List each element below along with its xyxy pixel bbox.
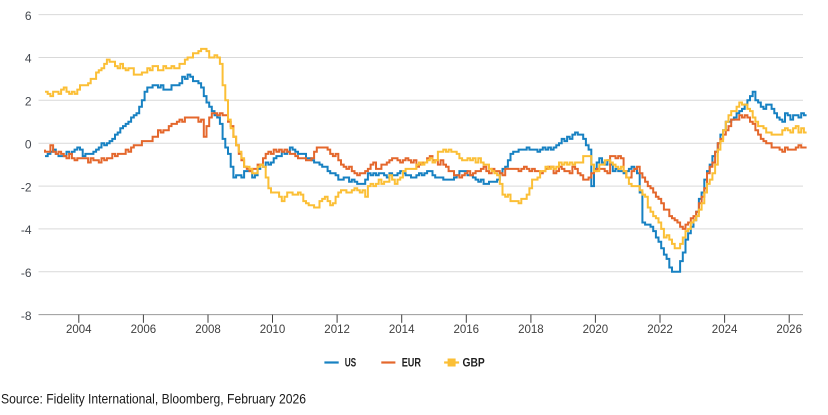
svg-text:Source: Fidelity International: Source: Fidelity International, Bloomber…: [1, 391, 306, 407]
svg-text:2020: 2020: [583, 324, 609, 336]
svg-text:-4: -4: [21, 223, 32, 237]
svg-text:EUR: EUR: [402, 355, 422, 369]
svg-text:2014: 2014: [389, 324, 415, 336]
svg-text:2022: 2022: [647, 324, 673, 336]
svg-text:0: 0: [25, 137, 32, 151]
svg-text:2008: 2008: [195, 324, 221, 336]
svg-text:2012: 2012: [324, 324, 350, 336]
svg-text:-6: -6: [21, 266, 32, 280]
svg-text:-8: -8: [21, 309, 32, 323]
svg-text:2016: 2016: [454, 324, 480, 336]
svg-text:2010: 2010: [260, 324, 286, 336]
svg-text:4: 4: [25, 52, 32, 66]
svg-text:-2: -2: [21, 180, 32, 194]
svg-text:GBP: GBP: [463, 355, 485, 369]
svg-text:2006: 2006: [131, 324, 157, 336]
svg-text:2: 2: [25, 95, 32, 109]
svg-text:2024: 2024: [712, 324, 738, 336]
svg-text:6: 6: [25, 9, 32, 23]
svg-text:US: US: [345, 355, 357, 369]
svg-text:2004: 2004: [66, 324, 92, 336]
svg-text:2026: 2026: [776, 324, 802, 336]
svg-text:2018: 2018: [518, 324, 544, 336]
